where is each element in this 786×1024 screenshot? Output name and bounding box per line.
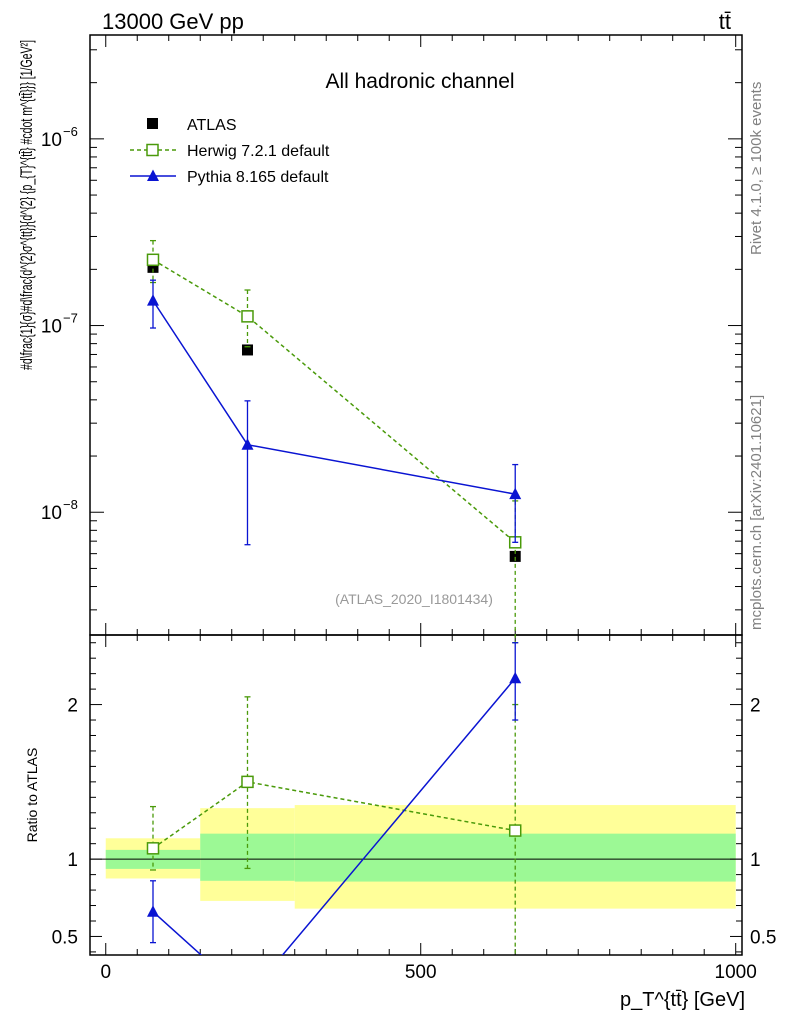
side-label-rivet: Rivet 4.1.0, ≥ 100k events bbox=[748, 82, 765, 255]
y-tick-label-main: 10 bbox=[41, 130, 62, 151]
band-inner-bin bbox=[200, 833, 295, 881]
pythia-line bbox=[152, 300, 516, 495]
y-tick-label-main: 10 bbox=[41, 317, 62, 338]
pythia-point bbox=[509, 487, 522, 500]
pythia-ratio-point bbox=[146, 905, 159, 917]
pythia-ratio-group bbox=[146, 642, 522, 955]
y-tick-label-ratio-left: 0.5 bbox=[52, 927, 78, 948]
main-series-layer bbox=[146, 239, 522, 644]
legend-marker-atlas bbox=[147, 118, 158, 129]
legend-label-atlas: ATLAS bbox=[187, 117, 237, 134]
herwig-point bbox=[146, 253, 160, 267]
header-left-label: 13000 GeV pp bbox=[102, 9, 244, 34]
legend-label-herwig: Herwig 7.2.1 default bbox=[187, 143, 330, 160]
x-tick-label: 500 bbox=[405, 962, 437, 983]
ratio-bands bbox=[90, 805, 742, 909]
analysis-label: (ATLAS_2020_I1801434) bbox=[335, 591, 493, 607]
y-tick-label-ratio-right: 1 bbox=[750, 850, 761, 871]
pythia-ratio-point bbox=[509, 671, 522, 684]
x-axis-label: p_T^{tt̄} [GeV] bbox=[620, 989, 745, 1011]
herwig-line bbox=[152, 259, 516, 543]
y-axis-label-main: #d\frac{1}{σ}#d\frac{d^{2}σ^{tt}}{d^{2} … bbox=[17, 40, 36, 370]
herwig-point bbox=[241, 310, 254, 323]
y-tick-label-ratio-right: 2 bbox=[750, 696, 761, 717]
herwig-ratio-point bbox=[146, 842, 160, 855]
x-tick-label: 0 bbox=[100, 962, 111, 983]
side-label-mcplots: mcplots.cern.ch [arXiv:2401.10621] bbox=[748, 395, 765, 630]
ratio-panel-frame bbox=[89, 634, 743, 956]
ratio-series-layer bbox=[146, 642, 522, 955]
atlas-point bbox=[147, 261, 159, 273]
pythia-ratio-line bbox=[152, 677, 516, 955]
y-axis-label-ratio: Ratio to ATLAS bbox=[24, 748, 40, 843]
legend: ATLAS Herwig 7.2.1 default Pythia 8.165 … bbox=[130, 117, 330, 186]
y-tick-label-ratio-left: 2 bbox=[67, 696, 78, 717]
y-tick-exponent-main: −6 bbox=[63, 124, 78, 139]
legend-marker-herwig bbox=[146, 143, 159, 157]
header-right-label: tt̄ bbox=[719, 9, 731, 34]
herwig-ratio-point bbox=[241, 775, 254, 789]
pythia-point bbox=[241, 438, 254, 450]
legend-label-pythia: Pythia 8.165 default bbox=[187, 169, 329, 186]
legend-marker-pythia bbox=[147, 169, 159, 181]
herwig-ratio-point bbox=[508, 824, 522, 837]
y-tick-exponent-main: −7 bbox=[63, 311, 78, 326]
atlas-point bbox=[509, 550, 521, 562]
chart-title: All hadronic channel bbox=[325, 70, 514, 93]
y-tick-label-ratio-left: 1 bbox=[67, 850, 78, 871]
x-tick-label: 1000 bbox=[715, 962, 757, 983]
y-tick-exponent-main: −8 bbox=[63, 497, 78, 512]
herwig-ratio-group bbox=[146, 696, 522, 955]
atlas-point bbox=[241, 344, 253, 356]
pythia-point bbox=[146, 294, 159, 306]
y-tick-label-ratio-right: 0.5 bbox=[750, 927, 776, 948]
y-tick-label-main: 10 bbox=[41, 503, 62, 524]
